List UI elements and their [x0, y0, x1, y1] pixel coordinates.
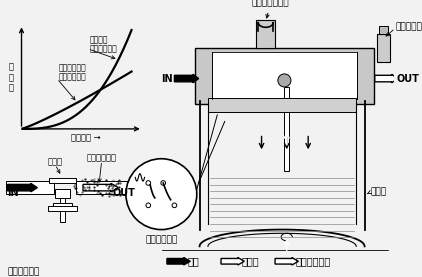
Text: オイル: オイル	[241, 256, 259, 266]
Bar	[257, 20, 275, 48]
Bar	[5, 181, 54, 194]
Text: オイルミスト: オイルミスト	[87, 153, 117, 162]
Text: エア: エア	[187, 256, 199, 266]
Text: 油量調節弁: 油量調節弁	[395, 22, 422, 31]
Text: 可変絞り機構: 可変絞り機構	[145, 235, 178, 244]
Text: ルブリケータ: ルブリケータ	[89, 44, 117, 53]
Text: IN: IN	[8, 188, 19, 198]
Text: ケース: ケース	[370, 188, 386, 197]
Text: 給
油
量: 給 油 量	[9, 63, 14, 93]
FancyArrow shape	[167, 258, 190, 265]
Text: 可変絞り機構: 可変絞り機構	[8, 267, 40, 276]
Text: オイル: オイル	[48, 157, 62, 166]
Circle shape	[126, 159, 197, 230]
Bar	[55, 189, 70, 198]
Text: 固定絞り: 固定絞り	[89, 36, 108, 45]
FancyArrow shape	[174, 74, 199, 83]
Bar	[60, 194, 65, 222]
Bar	[377, 34, 390, 62]
Text: 油補給口プラグ: 油補給口プラグ	[252, 0, 289, 18]
FancyArrow shape	[83, 183, 119, 192]
FancyArrow shape	[375, 74, 398, 83]
Bar	[53, 202, 72, 207]
Bar	[76, 181, 139, 194]
Bar	[195, 48, 374, 104]
Text: ルブリケータ: ルブリケータ	[59, 72, 87, 81]
Text: OUT: OUT	[396, 74, 419, 84]
Bar	[208, 98, 356, 112]
Text: オイルミスト: オイルミスト	[295, 256, 331, 266]
FancyArrow shape	[221, 258, 244, 265]
Bar	[48, 206, 78, 211]
Circle shape	[278, 74, 291, 87]
Circle shape	[161, 181, 165, 185]
Bar	[284, 87, 289, 171]
Text: 空気流量 →: 空気流量 →	[71, 134, 101, 143]
Text: 自動可変絞り: 自動可変絞り	[59, 64, 87, 73]
Bar	[379, 26, 388, 34]
Text: OUT: OUT	[113, 188, 136, 198]
Text: IN: IN	[161, 74, 173, 84]
Bar	[49, 178, 76, 183]
Bar	[212, 52, 357, 99]
FancyArrow shape	[275, 258, 298, 265]
FancyArrow shape	[8, 183, 38, 192]
Circle shape	[146, 203, 151, 208]
Circle shape	[172, 203, 177, 208]
Circle shape	[146, 181, 151, 185]
